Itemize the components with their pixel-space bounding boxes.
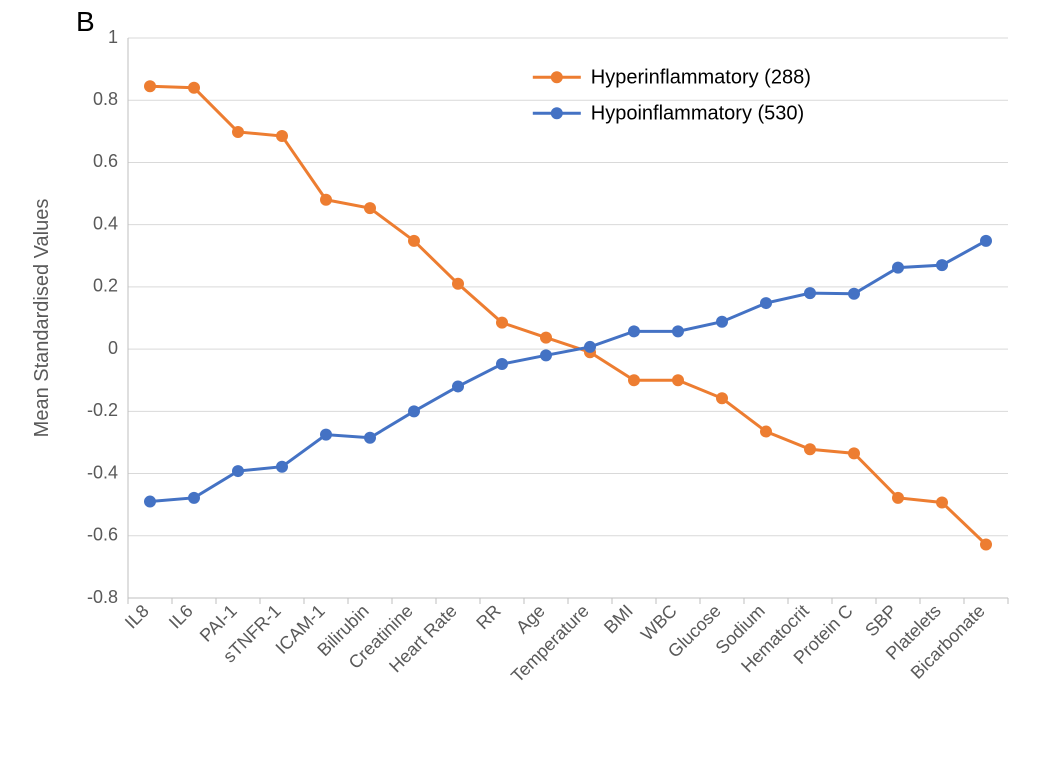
- y-tick-label: 0.4: [93, 213, 118, 233]
- series-marker: [232, 126, 244, 138]
- series-marker: [320, 194, 332, 206]
- series-marker: [628, 374, 640, 386]
- series-marker: [188, 82, 200, 94]
- x-tick-label: SBP: [861, 601, 901, 641]
- x-tick-label: RR: [472, 601, 505, 634]
- series-marker: [936, 496, 948, 508]
- series-marker: [892, 492, 904, 504]
- panel-letter: B: [76, 6, 95, 38]
- legend-swatch-marker: [551, 71, 563, 83]
- series-marker: [188, 492, 200, 504]
- series-marker: [452, 278, 464, 290]
- series-marker: [584, 341, 596, 353]
- chart-svg: -0.8-0.6-0.4-0.200.20.40.60.81IL8IL6PAI-…: [0, 0, 1050, 777]
- x-tick-label: Age: [512, 601, 549, 638]
- x-tick-label: BMI: [600, 601, 637, 638]
- series-marker: [452, 380, 464, 392]
- y-tick-label: -0.8: [87, 587, 118, 607]
- x-tick-label: IL6: [165, 601, 197, 633]
- legend-label: Hypoinflammatory (530): [591, 102, 804, 124]
- series-marker: [540, 332, 552, 344]
- series-marker: [232, 465, 244, 477]
- series-marker: [540, 349, 552, 361]
- series-marker: [804, 443, 816, 455]
- series-marker: [716, 316, 728, 328]
- series-marker: [628, 325, 640, 337]
- x-tick-label: Temperature: [507, 601, 593, 687]
- series-marker: [716, 392, 728, 404]
- y-axis-title: Mean Standardised Values: [31, 199, 53, 438]
- y-tick-label: 1: [108, 27, 118, 47]
- series-marker: [672, 374, 684, 386]
- series-marker: [804, 287, 816, 299]
- series-marker: [980, 235, 992, 247]
- series-marker: [496, 358, 508, 370]
- series-marker: [144, 80, 156, 92]
- series-marker: [980, 538, 992, 550]
- series-marker: [364, 432, 376, 444]
- series-line-0: [150, 86, 986, 544]
- series-marker: [320, 429, 332, 441]
- series-marker: [892, 262, 904, 274]
- chart-figure: B -0.8-0.6-0.4-0.200.20.40.60.81IL8IL6PA…: [0, 0, 1050, 777]
- series-marker: [408, 405, 420, 417]
- legend-label: Hyperinflammatory (288): [591, 66, 811, 88]
- series-marker: [936, 259, 948, 271]
- series-marker: [144, 496, 156, 508]
- series-marker: [848, 288, 860, 300]
- legend-swatch-marker: [551, 107, 563, 119]
- y-tick-label: 0.8: [93, 89, 118, 109]
- series-marker: [760, 297, 772, 309]
- series-marker: [276, 130, 288, 142]
- y-tick-label: 0: [108, 338, 118, 358]
- series-marker: [276, 461, 288, 473]
- y-tick-label: -0.6: [87, 525, 118, 545]
- y-tick-label: -0.4: [87, 462, 118, 482]
- y-tick-label: 0.2: [93, 276, 118, 296]
- series-marker: [760, 426, 772, 438]
- series-marker: [496, 317, 508, 329]
- series-marker: [672, 325, 684, 337]
- series-marker: [848, 447, 860, 459]
- x-tick-label: IL8: [121, 601, 153, 633]
- y-tick-label: 0.6: [93, 151, 118, 171]
- series-line-1: [150, 241, 986, 502]
- y-tick-label: -0.2: [87, 400, 118, 420]
- series-marker: [408, 235, 420, 247]
- series-marker: [364, 202, 376, 214]
